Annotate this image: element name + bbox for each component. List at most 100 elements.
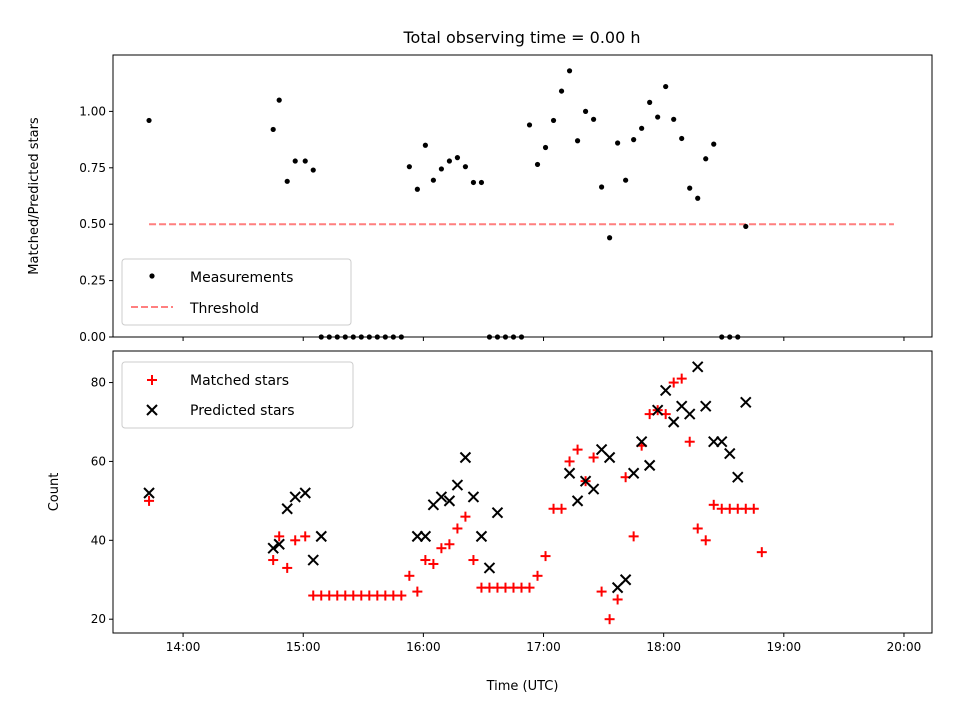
x-marker-b <box>315 530 327 543</box>
predicted-point <box>451 479 464 491</box>
matched-point <box>524 582 535 593</box>
x-marker-b <box>483 562 496 574</box>
x-marker-b <box>289 491 301 503</box>
matched-point <box>468 555 479 566</box>
predicted-point <box>716 436 728 448</box>
predicted-point <box>315 530 327 543</box>
x-marker-b <box>659 384 672 397</box>
predicted-point <box>635 436 648 448</box>
matched-point <box>748 503 759 514</box>
predicted-point <box>307 554 319 566</box>
x-tick-label: 18:00 <box>646 640 681 654</box>
measurement-point <box>679 135 685 142</box>
measurement-point <box>284 178 290 184</box>
measurement-point <box>470 179 477 186</box>
measurement-point <box>462 164 469 170</box>
predicted-point <box>659 384 672 397</box>
measurement-point <box>655 114 661 120</box>
measurement-point <box>615 140 621 146</box>
measurement-point <box>711 141 717 147</box>
predicted-point <box>289 491 301 503</box>
measurement-point <box>647 99 653 105</box>
matched-point <box>700 535 711 546</box>
x-marker-b <box>675 400 688 412</box>
x-marker-b <box>683 408 696 420</box>
x-marker-b <box>459 451 472 464</box>
matched-point <box>460 511 471 522</box>
measurement-point <box>146 117 152 124</box>
measurement-point <box>687 185 693 191</box>
legend-label-measurements: Measurements <box>190 270 293 286</box>
matched-point <box>412 586 423 597</box>
matched-point <box>436 543 447 554</box>
predicted-point <box>740 396 752 408</box>
x-marker-b <box>740 396 752 408</box>
legend-box <box>121 361 354 429</box>
x-tick-label: 15:00 <box>286 640 321 654</box>
matched-point <box>556 503 567 514</box>
x-tick-label: 20:00 <box>887 640 922 654</box>
measurement-point <box>276 97 282 103</box>
count-axes: 20 40 60 80 14:00 15:00 16:00 17:00 18:00 19:00 20… <box>47 350 933 694</box>
x-marker-b <box>627 467 640 479</box>
matched-point <box>756 547 767 558</box>
measurement-point <box>590 116 597 122</box>
matched-point <box>144 495 155 506</box>
predicted-point <box>683 408 696 420</box>
matched-point <box>428 558 439 569</box>
predicted-point <box>724 447 736 460</box>
predicted-point <box>603 451 616 464</box>
x-marker-b <box>143 487 155 499</box>
x-marker-b <box>716 436 728 448</box>
matched-point <box>628 531 639 542</box>
x-marker-b <box>619 574 632 586</box>
x-marker-b <box>467 491 480 503</box>
matched-point <box>692 523 703 534</box>
measurement-point <box>422 142 428 148</box>
x-marker-b <box>692 361 704 373</box>
matched-point <box>444 539 455 550</box>
matched-point <box>532 570 543 581</box>
x-marker-b <box>146 404 158 416</box>
predicted-point <box>619 574 632 586</box>
predicted-point <box>443 495 456 507</box>
measurement-point <box>406 164 412 170</box>
predicted-point <box>651 404 664 416</box>
measurement-point <box>743 223 749 230</box>
legend: Measurements Threshold <box>121 258 352 326</box>
x-marker-b <box>435 491 448 503</box>
x-marker-b <box>587 483 600 495</box>
x-marker-b <box>643 459 656 472</box>
predicted-point <box>483 562 496 574</box>
measurement-point <box>695 195 701 201</box>
x-marker-b <box>491 506 504 519</box>
measurement-point <box>663 83 669 90</box>
predicted-point <box>273 538 285 550</box>
predicted-point <box>643 459 656 472</box>
matched-point <box>604 614 615 625</box>
measurement-point <box>671 116 677 122</box>
predicted-point <box>563 467 576 479</box>
measurement-point <box>558 88 565 94</box>
legend-box <box>121 258 352 326</box>
matched-point <box>676 373 687 384</box>
measurement-point <box>534 161 541 168</box>
legend: Matched stars Predicted stars <box>121 361 354 429</box>
x-marker-b <box>651 404 664 416</box>
predicted-point <box>667 416 680 428</box>
predicted-point <box>571 495 584 507</box>
measurement-point <box>607 235 613 241</box>
measurement-point <box>582 108 589 114</box>
matched-point <box>282 562 293 573</box>
measurement-point <box>550 117 557 124</box>
matched-point <box>684 436 695 447</box>
legend-swatch-predicted <box>146 404 158 416</box>
matched-point <box>564 456 575 467</box>
matched-point <box>588 452 599 463</box>
predicted-point <box>732 471 744 483</box>
predicted-point <box>435 491 448 503</box>
legend-swatch-matched <box>147 375 157 385</box>
measurement-point <box>631 137 637 143</box>
predicted-point <box>475 530 488 543</box>
